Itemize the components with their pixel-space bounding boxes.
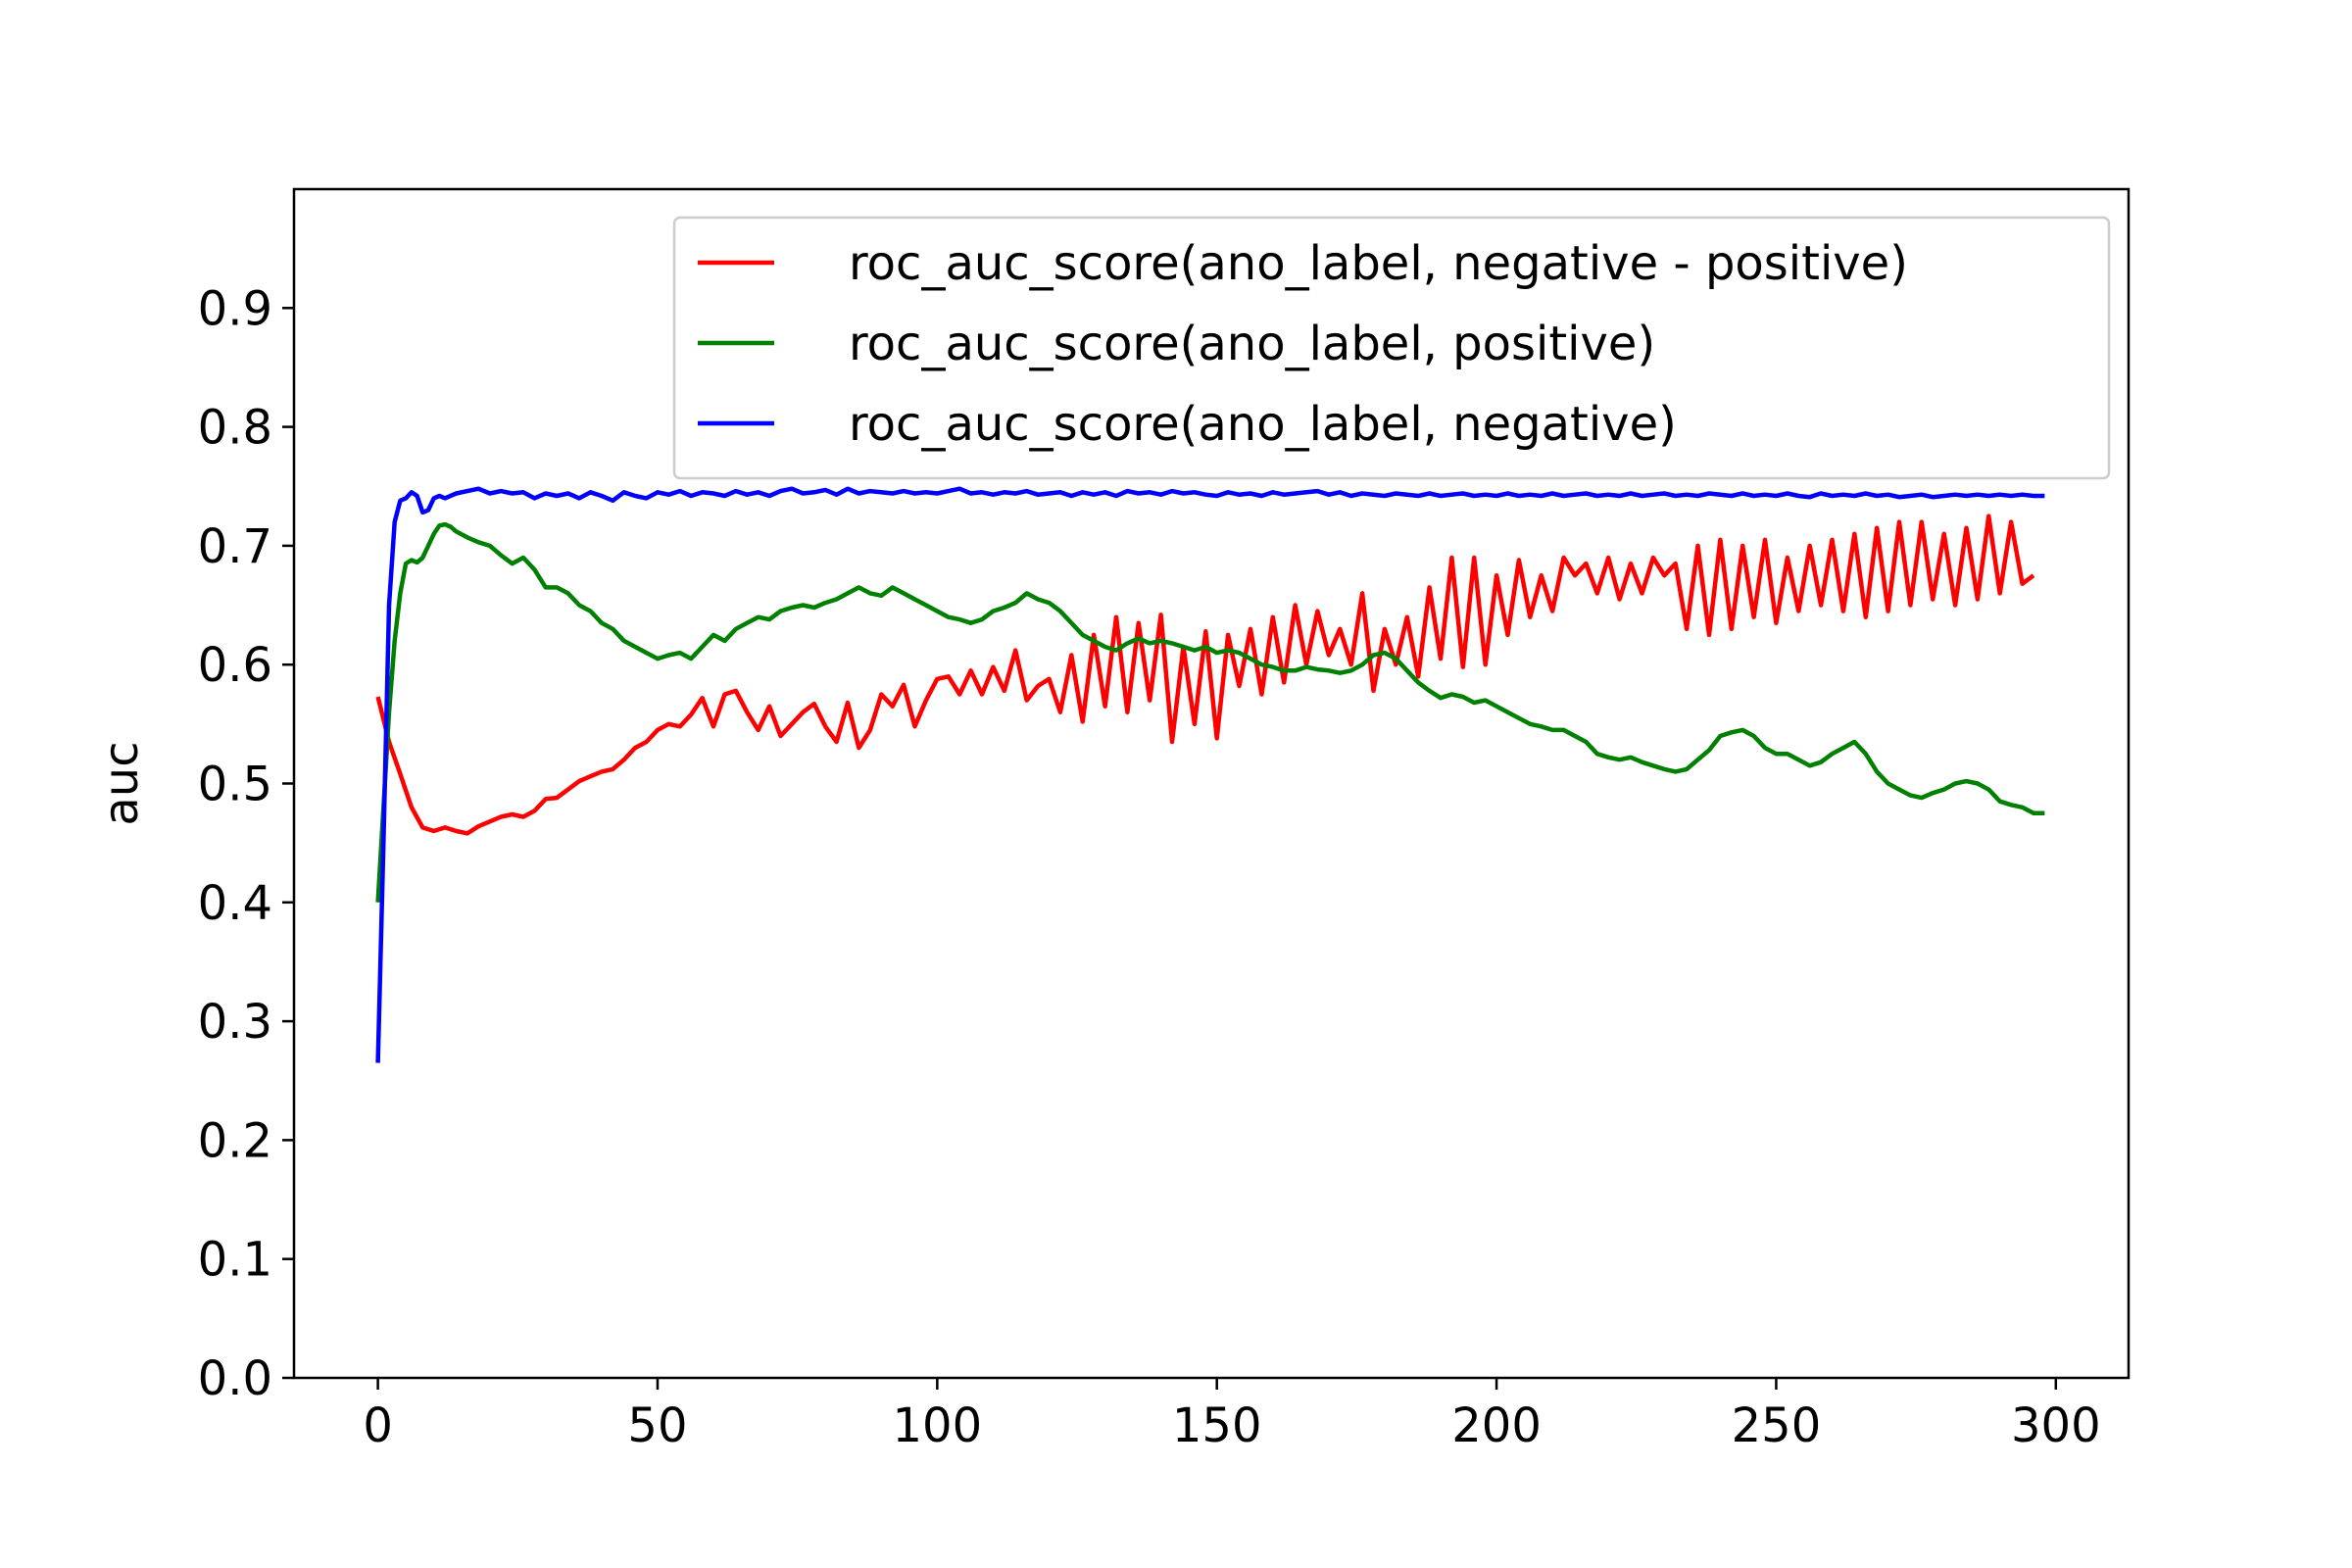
legend-box: [672, 216, 2111, 480]
series-group: [375, 486, 2045, 1063]
x-tick-label: 50: [627, 1398, 687, 1453]
y-tick-label: 0.3: [198, 995, 272, 1050]
legend: roc_auc_score(ano_label, negative - posi…: [672, 216, 2111, 480]
y-tick-label: 0.2: [198, 1113, 272, 1168]
series-line-1: [375, 521, 2045, 903]
y-tick-label: 0.1: [198, 1233, 272, 1288]
series-line-0: [375, 514, 2035, 836]
legend-label: roc_auc_score(ano_label, negative - posi…: [849, 236, 1908, 291]
y-tick-label: 0.0: [198, 1351, 272, 1406]
y-axis: 0.0 0.1 0.2 0.3 0.4 0.5 0.6 0.7 0.8 0.9: [198, 281, 294, 1406]
series-line-2: [375, 486, 2045, 1063]
y-tick-label: 0.6: [198, 638, 272, 693]
x-tick-label: 200: [1451, 1398, 1542, 1453]
y-axis-label: auc: [94, 741, 149, 825]
x-tick-label: 150: [1172, 1398, 1262, 1453]
y-tick-label: 0.5: [198, 758, 272, 812]
x-tick-label: 100: [893, 1398, 983, 1453]
legend-label: roc_auc_score(ano_label, positive): [849, 317, 1655, 371]
legend-label: roc_auc_score(ano_label, negative): [849, 397, 1677, 452]
x-tick-label: 250: [1732, 1398, 1822, 1453]
y-tick-label: 0.7: [198, 519, 272, 574]
y-tick-label: 0.8: [198, 401, 272, 456]
x-axis: 0 50 100 150 200 250 300: [363, 1378, 2101, 1453]
y-tick-label: 0.4: [198, 876, 272, 931]
y-tick-label: 0.9: [198, 281, 272, 336]
x-tick-label: 300: [2011, 1398, 2101, 1453]
x-tick-label: 0: [363, 1398, 393, 1453]
